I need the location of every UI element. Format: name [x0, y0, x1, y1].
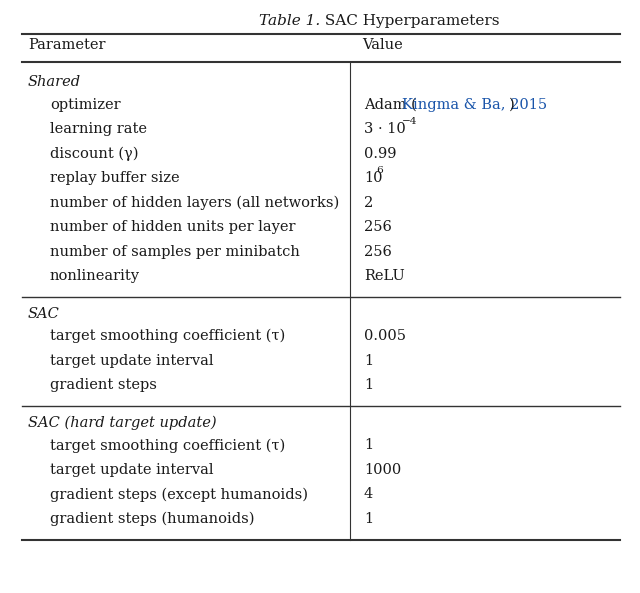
- Text: 256: 256: [364, 244, 392, 259]
- Text: target update interval: target update interval: [50, 463, 214, 477]
- Text: ReLU: ReLU: [364, 269, 404, 283]
- Text: −4: −4: [402, 117, 417, 126]
- Text: 10: 10: [364, 171, 383, 185]
- Text: number of samples per minibatch: number of samples per minibatch: [50, 244, 300, 259]
- Text: discount (γ): discount (γ): [50, 146, 138, 161]
- Text: 256: 256: [364, 220, 392, 234]
- Text: 3 · 10: 3 · 10: [364, 122, 406, 136]
- Text: target update interval: target update interval: [50, 353, 214, 368]
- Text: target smoothing coefficient (τ): target smoothing coefficient (τ): [50, 329, 285, 343]
- Text: gradient steps (except humanoids): gradient steps (except humanoids): [50, 487, 308, 502]
- Text: ): ): [509, 97, 515, 111]
- Text: 0.99: 0.99: [364, 146, 397, 161]
- Text: number of hidden units per layer: number of hidden units per layer: [50, 220, 296, 234]
- Text: Kingma & Ba, 2015: Kingma & Ba, 2015: [402, 97, 547, 111]
- Text: 2: 2: [364, 196, 373, 209]
- Text: Value: Value: [362, 38, 403, 52]
- Text: SAC: SAC: [28, 307, 60, 321]
- Text: number of hidden layers (all networks): number of hidden layers (all networks): [50, 196, 339, 210]
- Text: 1: 1: [364, 438, 373, 452]
- Text: gradient steps (humanoids): gradient steps (humanoids): [50, 512, 255, 526]
- Text: 1000: 1000: [364, 463, 401, 477]
- Text: learning rate: learning rate: [50, 122, 147, 136]
- Text: nonlinearity: nonlinearity: [50, 269, 140, 283]
- Text: Table 1.: Table 1.: [259, 14, 320, 28]
- Text: SAC Hyperparameters: SAC Hyperparameters: [320, 14, 499, 28]
- Text: SAC (hard target update): SAC (hard target update): [28, 416, 216, 430]
- Text: Parameter: Parameter: [28, 38, 106, 52]
- Text: 1: 1: [364, 353, 373, 368]
- Text: 1: 1: [364, 512, 373, 525]
- Text: optimizer: optimizer: [50, 97, 120, 111]
- Text: Shared: Shared: [28, 75, 81, 89]
- Text: Adam (: Adam (: [364, 97, 417, 111]
- Text: 0.005: 0.005: [364, 329, 406, 343]
- Text: 4: 4: [364, 487, 373, 501]
- Text: replay buffer size: replay buffer size: [50, 171, 180, 185]
- Text: 6: 6: [376, 166, 383, 175]
- Text: gradient steps: gradient steps: [50, 378, 157, 392]
- Text: 1: 1: [364, 378, 373, 392]
- Text: target smoothing coefficient (τ): target smoothing coefficient (τ): [50, 438, 285, 452]
